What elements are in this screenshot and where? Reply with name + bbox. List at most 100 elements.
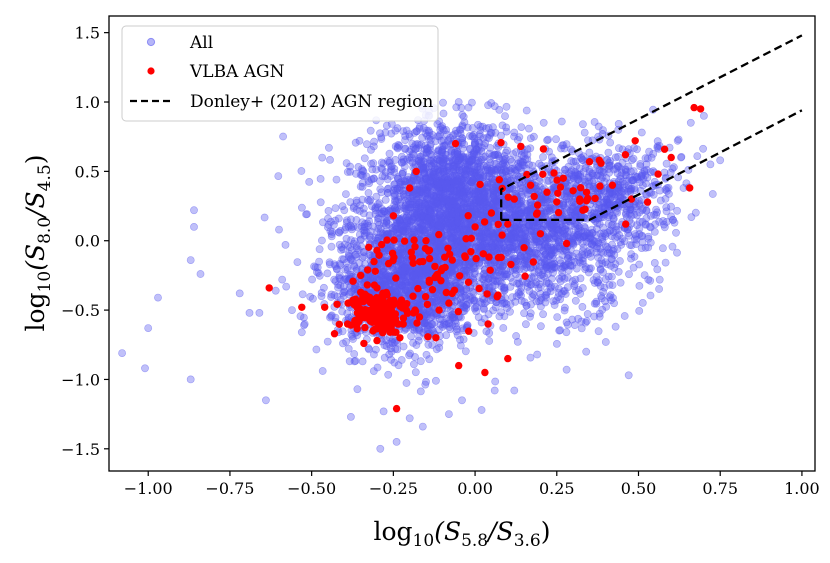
all-point <box>637 128 646 137</box>
all-point <box>499 324 508 332</box>
all-point <box>662 159 671 168</box>
all-point <box>118 349 126 357</box>
all-point <box>580 251 589 259</box>
all-point <box>421 380 430 389</box>
all-point <box>343 266 352 274</box>
all-point <box>537 253 545 262</box>
all-point <box>271 286 280 295</box>
all-point <box>515 279 523 288</box>
all-point <box>646 222 654 231</box>
all-point <box>326 217 335 226</box>
all-point <box>545 206 554 215</box>
all-point <box>491 377 500 386</box>
all-point <box>598 173 607 182</box>
all-point <box>673 248 681 257</box>
all-point <box>484 274 493 283</box>
all-point <box>371 345 380 354</box>
all-point <box>526 353 535 362</box>
all-point <box>596 244 605 253</box>
all-point <box>597 292 605 300</box>
all-point <box>421 319 430 327</box>
all-point <box>526 144 535 153</box>
all-point <box>571 257 579 266</box>
all-point <box>327 242 336 251</box>
all-point <box>653 265 662 274</box>
all-point <box>506 300 515 309</box>
all-point <box>431 376 440 385</box>
all-point <box>415 300 424 309</box>
all-point <box>691 208 700 217</box>
all-point <box>299 313 308 322</box>
all-point <box>341 190 350 198</box>
all-point <box>297 328 306 337</box>
all-point <box>345 357 354 366</box>
all-point <box>458 396 466 405</box>
all-point <box>525 221 533 230</box>
all-point <box>699 144 707 153</box>
all-point <box>548 254 557 263</box>
all-point <box>384 370 393 379</box>
all-point <box>622 206 631 214</box>
all-point <box>323 269 332 278</box>
all-point <box>367 145 375 154</box>
all-point <box>642 206 651 215</box>
all-point <box>532 278 541 287</box>
all-point <box>638 238 647 247</box>
all-point <box>550 246 559 255</box>
all-point <box>656 186 664 195</box>
all-point <box>461 347 470 356</box>
all-point <box>338 307 347 316</box>
all-point <box>323 337 332 346</box>
all-point <box>315 257 323 266</box>
all-point <box>459 299 467 308</box>
all-point <box>562 365 571 374</box>
all-point <box>620 312 629 320</box>
all-point <box>578 302 587 311</box>
all-point <box>501 112 509 120</box>
all-point <box>373 363 382 372</box>
all-point <box>456 341 465 350</box>
all-point <box>444 410 453 418</box>
all-point <box>364 189 373 197</box>
all-point <box>608 240 616 249</box>
all-point <box>585 264 594 273</box>
all-point <box>567 157 576 165</box>
all-point <box>583 310 592 318</box>
all-point <box>550 234 558 243</box>
all-point <box>539 118 548 127</box>
all-point <box>385 149 394 158</box>
all-point <box>390 358 399 367</box>
all-point <box>379 407 388 416</box>
all-point <box>379 219 388 228</box>
all-point <box>638 231 646 240</box>
all-point <box>635 306 644 315</box>
all-point <box>332 175 341 184</box>
all-point <box>334 214 343 223</box>
all-point <box>360 252 368 261</box>
all-point <box>293 258 302 266</box>
all-point <box>326 313 334 322</box>
all-point <box>616 278 625 287</box>
all-point <box>384 184 393 193</box>
all-point <box>522 320 530 329</box>
all-point <box>300 321 308 330</box>
all-point <box>543 136 551 145</box>
all-point <box>655 275 664 284</box>
all-point <box>585 246 594 254</box>
all-point <box>611 322 620 331</box>
all-point <box>373 214 382 223</box>
all-point <box>367 159 375 168</box>
all-point <box>624 371 633 380</box>
all-point <box>515 220 524 228</box>
all-point <box>339 289 347 297</box>
all-point <box>668 242 677 251</box>
all-point <box>560 144 569 153</box>
all-point <box>553 225 562 234</box>
all-point <box>278 275 287 284</box>
all-point <box>344 344 353 353</box>
all-point <box>520 309 528 318</box>
all-point <box>346 412 355 421</box>
all-point <box>635 201 644 210</box>
all-point <box>360 223 369 232</box>
